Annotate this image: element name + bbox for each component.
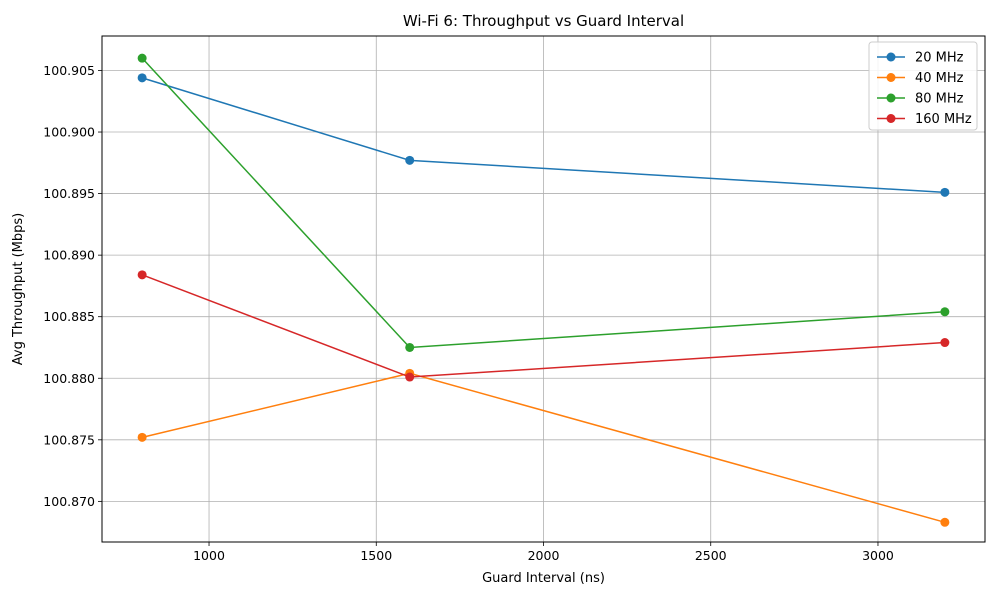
data-point (137, 432, 147, 442)
x-tick-label: 2000 (528, 548, 560, 563)
legend-item: 80 MHz (877, 92, 964, 107)
legend-label: 40 MHz (915, 71, 964, 86)
legend-label: 160 MHz (915, 112, 972, 127)
x-tick-label: 1500 (360, 548, 392, 563)
legend-item: 20 MHz (877, 51, 964, 66)
series-80-mhz (137, 53, 950, 352)
y-tick-label: 100.880 (43, 371, 95, 386)
y-tick-label: 100.890 (43, 248, 95, 263)
legend-item: 160 MHz (877, 112, 972, 127)
x-tick-label: 1000 (193, 548, 225, 563)
legend: 20 MHz 40 MHz 80 MHz 160 MHz (868, 41, 978, 131)
series-160-mhz (137, 270, 950, 382)
data-point (405, 342, 415, 352)
x-tick-label: 2500 (695, 548, 727, 563)
data-point (405, 155, 415, 165)
y-tick-label: 100.900 (43, 125, 95, 140)
series-layer (137, 53, 950, 527)
legend-label: 80 MHz (915, 92, 964, 107)
x-axis-title: Guard Interval (ns) (482, 571, 605, 586)
data-point (405, 372, 415, 382)
data-point (137, 53, 147, 63)
data-point (940, 307, 950, 317)
legend-marker (886, 114, 896, 123)
legend-frame (868, 41, 978, 131)
x-tick-label: 3000 (862, 548, 894, 563)
data-point (940, 187, 950, 197)
y-tick-label: 100.885 (43, 309, 95, 324)
data-point (137, 270, 147, 280)
legend-item: 40 MHz (877, 71, 964, 86)
grid-layer (102, 36, 985, 542)
legend-marker (886, 73, 896, 82)
tick-layer: 1000 1500 2000 2500 3000 100.870 100.875 100.88… (43, 63, 894, 563)
data-point (137, 73, 147, 83)
y-tick-label: 100.905 (43, 63, 95, 78)
data-point (940, 338, 950, 348)
legend-marker (886, 52, 896, 62)
legend-marker (886, 93, 896, 103)
y-tick-label: 100.895 (43, 186, 95, 201)
chart-title: Wi-Fi 6: Throughput vs Guard Interval (403, 12, 684, 30)
y-tick-label: 100.875 (43, 432, 95, 447)
legend-label: 20 MHz (915, 51, 964, 66)
series-20-mhz (137, 73, 950, 197)
y-axis-title: Avg Throughput (Mbps) (11, 213, 26, 366)
data-point (940, 517, 950, 527)
y-tick-label: 100.870 (43, 494, 95, 509)
